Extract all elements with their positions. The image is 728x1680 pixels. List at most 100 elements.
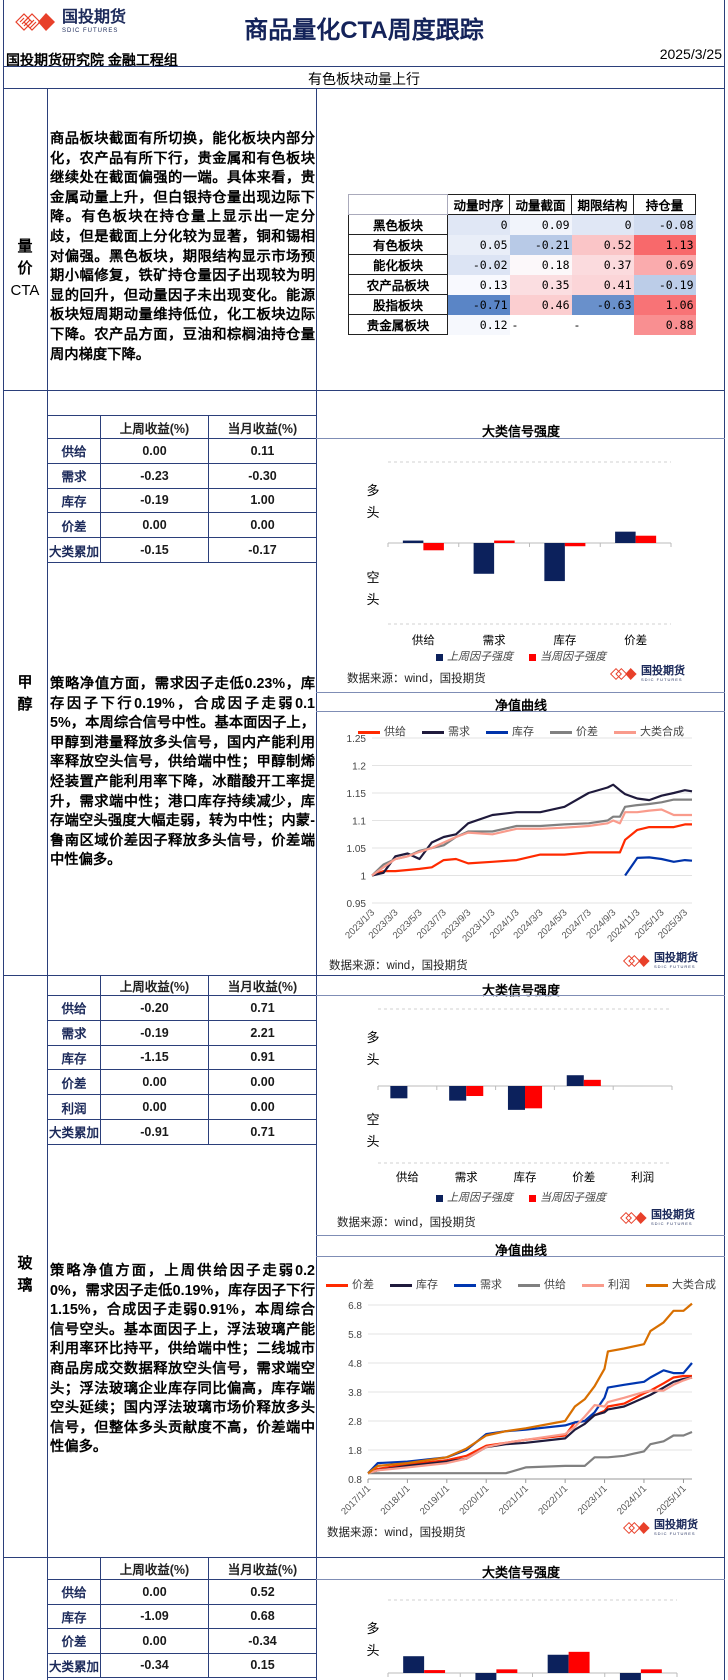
bar-chart-plot (387, 1599, 678, 1680)
legend-item: 上周因子强度 (436, 1189, 513, 1205)
bar-last-week (544, 543, 565, 582)
column-header: 当月收益(%) (208, 1557, 317, 1580)
divider (316, 711, 725, 712)
table-row: 大类累加 -0.34 0.15 (47, 1652, 317, 1678)
heatmap-cell: 0.41 (571, 274, 634, 295)
factor-name: 库存 (47, 1044, 101, 1071)
table-row: 价差 0.00 -0.34 (47, 1628, 317, 1654)
legend-label: 价差 (352, 1279, 374, 1291)
table-header-row: 上周收益(%) 当月收益(%) (47, 415, 317, 439)
category-label: 供给 (395, 1172, 419, 1184)
label-char: 空 (366, 570, 380, 586)
brand-logo: 国投期货 SDIC FUTURES (622, 953, 698, 969)
heatmap-row: 农产品板块 0.13 0.35 0.41 -0.19 (348, 274, 696, 295)
category-label: 需求 (454, 1172, 478, 1184)
legend-line-swatch (358, 730, 380, 734)
y-tick-label: 1.05 (347, 844, 367, 855)
legend-line-swatch (646, 1283, 668, 1287)
label-char: 头 (366, 592, 380, 608)
factor-name: 价差 (47, 1069, 101, 1096)
series-line-需求 (371, 783, 693, 877)
legend-line-swatch (454, 1283, 476, 1287)
legend-line-swatch (486, 730, 508, 734)
divider (3, 66, 725, 67)
return-value: 0.00 (100, 1069, 209, 1096)
label-line: 醇 (17, 696, 33, 713)
column-header (47, 415, 101, 439)
return-value: -0.15 (100, 537, 209, 563)
return-value: 0.11 (208, 438, 317, 464)
legend-label: 大类合成 (640, 726, 684, 738)
logo-text-cn: 国投期货 (641, 665, 685, 677)
label-char: 多 (366, 483, 380, 498)
x-tick-label: 2018/1/1 (379, 1483, 413, 1517)
methanol-net-title: 净值曲线 (494, 698, 547, 713)
bar-chart-plot (377, 1008, 673, 1164)
heatmap-cell: 0.69 (633, 254, 696, 275)
divider (316, 995, 725, 996)
legend-swatch (529, 1194, 536, 1202)
factor-name: 库存 (47, 487, 101, 514)
label-line: 价 (17, 260, 33, 277)
legend-label: 大类合成 (672, 1279, 716, 1291)
column-header (47, 1557, 101, 1580)
divider (316, 1256, 725, 1257)
heatmap-row: 贵金属板块 0.12- -0.88 (348, 314, 696, 335)
series-line-需求 (367, 1362, 693, 1474)
legend-label: 上周因子强度 (447, 651, 513, 663)
label-char: 头 (366, 505, 380, 520)
bar-current-week (466, 1086, 484, 1097)
heatmap-row: 能化板块 -0.02 0.18 0.37 0.69 (348, 254, 696, 275)
return-value: -0.34 (208, 1628, 317, 1654)
heatmap-cell: 0.05 (447, 234, 510, 255)
legend-swatch (436, 653, 443, 661)
factor-name: 价差 (47, 1628, 101, 1654)
legend-item: 当周因子强度 (529, 648, 606, 664)
heatmap-cell: - (571, 314, 634, 335)
short-axis-label: 空头 (365, 1109, 381, 1153)
divider (3, 1557, 725, 1558)
factor-name: 供给 (47, 995, 101, 1021)
legend-line-swatch (614, 730, 636, 734)
series-line-供给 (368, 1430, 693, 1475)
return-value: 2.21 (208, 1019, 317, 1046)
y-tick-label: 6.8 (348, 1301, 362, 1312)
logo-text-cn: 国投期货 (62, 9, 127, 26)
factor-name: 大类累加 (47, 537, 101, 563)
long-axis-label: 多头 (365, 1027, 381, 1071)
glass-net-title: 净值曲线 (494, 1243, 547, 1258)
x-tick-label: 2024/1/1 (615, 1483, 649, 1517)
category-label: 需求 (482, 635, 506, 647)
data-source: 数据来源：wind，国投期货 (327, 1527, 466, 1539)
column-header (47, 975, 101, 996)
third-bar-title: 大类信号强度 (481, 1565, 560, 1580)
legend-label: 当周因子强度 (540, 1192, 606, 1204)
legend-item: 库存 (486, 723, 534, 739)
heatmap-row: 黑色板块 0 0.09 0 -0.08 (348, 214, 696, 235)
column-header: 当月收益(%) (208, 415, 317, 439)
legend-item: 库存 (390, 1276, 438, 1292)
bar-last-week (449, 1086, 467, 1101)
chart-legend: 上周因子强度 当周因子强度 (317, 648, 725, 664)
legend-item: 当周因子强度 (529, 1189, 606, 1205)
return-value: -0.19 (100, 1019, 209, 1046)
series-line-价差 (367, 1374, 692, 1475)
data-source: 数据来源：wind，国投期货 (329, 960, 468, 972)
y-tick-label: 4.8 (348, 1359, 362, 1370)
section-label-cta: 量 价 CTA (3, 236, 47, 302)
return-value: 0.00 (208, 1069, 317, 1096)
heatmap-row: 股指板块 -0.71 0.46 -0.63 1.06 (348, 294, 696, 315)
logo-diamond-icon (620, 1212, 647, 1224)
return-value: 1.00 (208, 487, 317, 514)
glass-factor-table: 上周收益(%) 当月收益(%) 供给 -0.20 0.71 需求 -0.19 2.21 库存 -1… (47, 975, 317, 1145)
legend-label: 利润 (608, 1279, 630, 1291)
bar-last-week (403, 1656, 425, 1673)
label-char: 头 (366, 1643, 380, 1658)
heatmap-cell: 0.37 (571, 254, 634, 275)
methanol-bar-title: 大类信号强度 (481, 424, 560, 439)
return-value: 0.91 (208, 1044, 317, 1071)
bar-current-week (525, 1086, 543, 1109)
x-tick-label: 2021/1/1 (497, 1483, 531, 1517)
glass-bar-title: 大类信号强度 (481, 983, 560, 998)
label-char: 头 (366, 1134, 380, 1150)
